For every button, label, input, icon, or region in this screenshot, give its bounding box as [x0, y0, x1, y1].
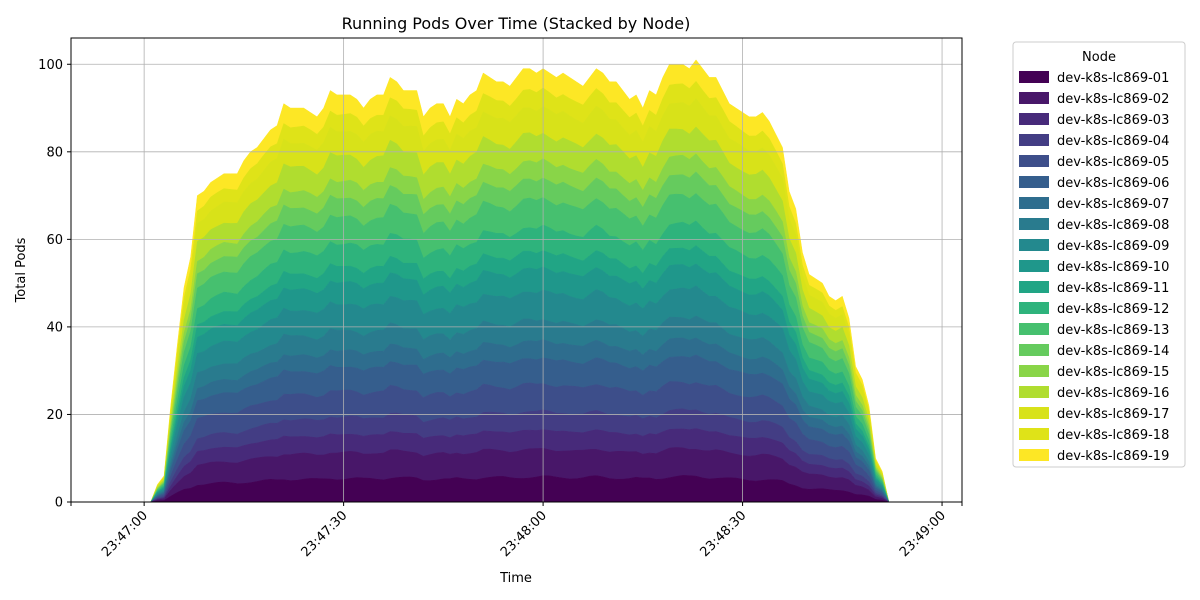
y-tick-label: 100	[38, 58, 63, 73]
x-axis-label: Time	[499, 571, 532, 586]
legend-label: dev-k8s-lc869-03	[1057, 113, 1169, 128]
legend-label: dev-k8s-lc869-12	[1057, 302, 1169, 317]
legend-swatch	[1019, 260, 1049, 272]
legend-swatch	[1019, 92, 1049, 104]
legend-swatch	[1019, 155, 1049, 167]
legend-items: dev-k8s-lc869-01 dev-k8s-lc869-02 dev-k8s-…	[1019, 71, 1169, 464]
y-tick-label: 60	[46, 233, 63, 248]
legend-label: dev-k8s-lc869-14	[1057, 344, 1169, 359]
legend-label: dev-k8s-lc869-18	[1057, 428, 1169, 443]
legend-swatch	[1019, 197, 1049, 209]
y-axis-ticks: 0 20 40 60 80 100	[38, 58, 71, 511]
legend-swatch	[1019, 218, 1049, 230]
chart-title: Running Pods Over Time (Stacked by Node)	[342, 14, 691, 33]
legend-title: Node	[1082, 50, 1116, 65]
y-axis-label: Total Pods	[14, 237, 29, 303]
legend-frame	[1012, 41, 1186, 468]
legend-label: dev-k8s-lc869-15	[1057, 365, 1169, 380]
legend-label: dev-k8s-lc869-04	[1057, 134, 1169, 149]
y-tick-label: 80	[46, 145, 63, 160]
legend-label: dev-k8s-lc869-02	[1057, 92, 1169, 107]
legend-label: dev-k8s-lc869-09	[1057, 239, 1169, 254]
legend-swatch	[1019, 281, 1049, 293]
legend: Node dev-k8s-lc869-01dev-k8s-lc869-02dev…	[1012, 41, 1186, 468]
legend-swatch	[1019, 239, 1049, 251]
legend-swatch	[1019, 365, 1049, 377]
legend-label: dev-k8s-lc869-10	[1057, 260, 1169, 275]
legend-label: dev-k8s-lc869-01	[1057, 71, 1169, 86]
legend-label: dev-k8s-lc869-05	[1057, 155, 1169, 170]
plot-frame	[70, 37, 963, 503]
legend-swatch	[1019, 428, 1049, 440]
legend-label: dev-k8s-lc869-13	[1057, 323, 1169, 338]
legend-swatch	[1019, 302, 1049, 314]
y-tick-label: 40	[46, 320, 63, 335]
legend-label: dev-k8s-lc869-16	[1057, 386, 1169, 401]
legend-swatch	[1019, 407, 1049, 419]
plot-area	[71, 59, 962, 503]
legend-label: dev-k8s-lc869-19	[1057, 449, 1169, 464]
legend-swatch	[1019, 176, 1049, 188]
legend-swatch	[1019, 134, 1049, 146]
legend-label: dev-k8s-lc869-08	[1057, 218, 1169, 233]
legend-label: dev-k8s-lc869-06	[1057, 176, 1169, 191]
y-tick-label: 20	[46, 408, 63, 423]
legend-swatch	[1019, 113, 1049, 125]
legend-swatch	[1019, 449, 1049, 461]
legend-label: dev-k8s-lc869-07	[1057, 197, 1169, 212]
legend-label: dev-k8s-lc869-17	[1057, 407, 1169, 422]
y-tick-label: 0	[55, 496, 63, 511]
legend-swatch	[1019, 386, 1049, 398]
legend-swatch	[1019, 323, 1049, 335]
legend-label: dev-k8s-lc869-11	[1057, 281, 1169, 296]
legend-swatch	[1019, 344, 1049, 356]
legend-swatch	[1019, 71, 1049, 83]
